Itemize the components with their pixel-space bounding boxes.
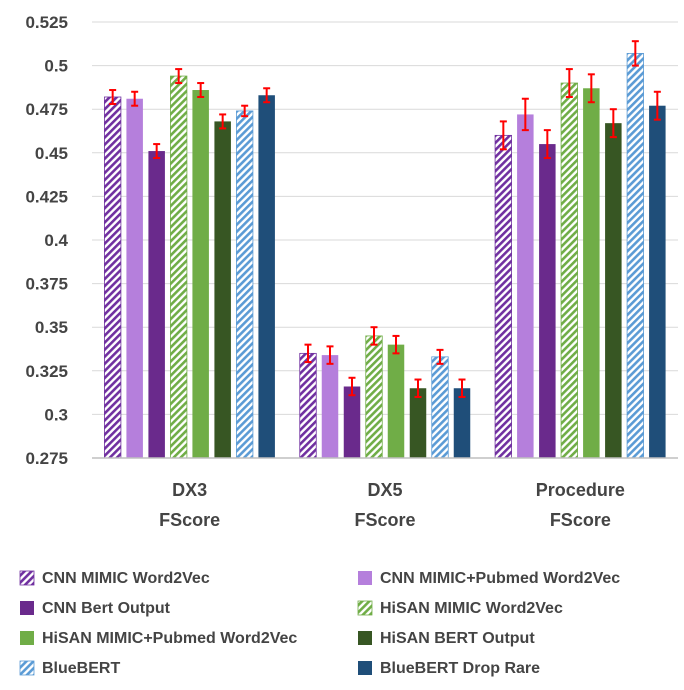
error-bar <box>348 376 356 397</box>
y-tick-label: 0.35 <box>35 318 68 337</box>
legend-item: HiSAN BERT Output <box>358 630 535 647</box>
error-bar <box>153 143 161 160</box>
error-bar <box>414 378 422 398</box>
error-bar <box>326 345 334 365</box>
y-tick-label: 0.475 <box>25 100 68 119</box>
error-bar <box>241 104 249 118</box>
bar-cnn-bert-output-1 <box>343 386 361 458</box>
bar-cnn-mimic-word2vec-0 <box>104 96 122 459</box>
legend-label: CNN MIMIC+Pubmed Word2Vec <box>380 570 620 587</box>
y-tick-label: 0.425 <box>25 187 68 206</box>
error-bar <box>653 90 661 121</box>
y-tick-label: 0.5 <box>44 57 68 76</box>
error-bar <box>392 334 400 355</box>
legend-swatch <box>358 571 372 585</box>
bar-hisan-mimic-pubmed-word2vec-0 <box>192 90 209 459</box>
bar-hisan-bert-output-1 <box>409 388 427 458</box>
legend-label: HiSAN MIMIC Word2Vec <box>380 600 563 617</box>
legend: CNN MIMIC Word2Vec CNN MIMIC+Pubmed Word2… <box>19 570 620 677</box>
legend-item: CNN MIMIC+Pubmed Word2Vec <box>358 570 620 587</box>
error-bar <box>175 68 183 85</box>
bar-cnn-bert-output-2 <box>539 144 556 458</box>
legend-item: HiSAN MIMIC Word2Vec <box>357 600 563 617</box>
x-category-label: Procedure <box>536 480 625 500</box>
bar-bluebert-0 <box>236 110 254 459</box>
error-bar <box>263 87 271 104</box>
error-bars <box>109 40 661 398</box>
legend-swatch <box>357 600 373 616</box>
legend-label: BlueBERT Drop Rare <box>380 660 540 677</box>
y-tick-label: 0.325 <box>25 362 68 381</box>
legend-swatch <box>20 601 34 615</box>
y-tick-label: 0.275 <box>25 449 68 468</box>
bar-bluebert-2 <box>626 52 644 459</box>
bar-bluebert-1 <box>431 356 449 459</box>
bar-cnn-bert-output-0 <box>148 151 165 458</box>
bar-cnn-mimic-word2vec-2 <box>494 134 512 459</box>
error-bar <box>197 82 205 98</box>
legend-label: CNN Bert Output <box>42 600 171 617</box>
grid-lines <box>92 21 678 415</box>
error-bar <box>543 129 551 160</box>
bar-cnn-mimic-pubmed-word2vec-2 <box>517 114 534 458</box>
legend-label: BlueBERT <box>42 660 120 677</box>
error-bar <box>436 348 444 365</box>
y-tick-label: 0.45 <box>35 144 68 163</box>
y-tick-label: 0.4 <box>44 231 68 250</box>
error-bar <box>219 113 227 130</box>
error-bar <box>109 89 117 105</box>
x-axis-categories: DX3 FScore DX5 FScore Procedure FScore <box>159 480 625 530</box>
x-category-label: FScore <box>159 510 220 530</box>
error-bar <box>521 97 529 132</box>
legend-label: CNN MIMIC Word2Vec <box>42 570 210 587</box>
y-tick-label: 0.3 <box>44 405 68 424</box>
bar-hisan-mimic-word2vec-1 <box>365 335 383 459</box>
legend-swatch <box>358 631 372 645</box>
error-bar <box>565 68 573 98</box>
bar-hisan-mimic-word2vec-2 <box>560 82 578 459</box>
x-category-label: DX3 <box>172 480 207 500</box>
error-bar <box>587 73 595 104</box>
bar-cnn-mimic-word2vec-1 <box>299 352 317 459</box>
x-category-label: DX5 <box>367 480 402 500</box>
bar-hisan-mimic-pubmed-word2vec-1 <box>387 344 405 458</box>
legend-label: HiSAN BERT Output <box>380 630 535 647</box>
error-bar <box>458 378 466 398</box>
legend-item: BlueBERT <box>19 660 120 677</box>
error-bar <box>499 120 507 151</box>
bars <box>104 52 666 459</box>
bar-cnn-mimic-pubmed-word2vec-1 <box>321 355 339 458</box>
legend-label: HiSAN MIMIC+Pubmed Word2Vec <box>42 630 297 647</box>
error-bar <box>131 90 139 107</box>
legend-item: CNN MIMIC Word2Vec <box>19 570 210 587</box>
legend-item: HiSAN MIMIC+Pubmed Word2Vec <box>20 630 297 647</box>
y-tick-label: 0.375 <box>25 275 68 294</box>
error-bar <box>631 40 639 67</box>
bar-hisan-bert-output-2 <box>605 123 622 458</box>
y-axis: 0.525 0.5 0.475 0.45 0.425 0.4 0.375 0.35 0.325 0… <box>25 13 68 468</box>
legend-swatch <box>20 631 34 645</box>
legend-item: CNN Bert Output <box>20 600 171 617</box>
y-tick-label: 0.525 <box>25 13 68 32</box>
bar-hisan-bert-output-0 <box>214 121 231 459</box>
x-category-label: FScore <box>550 510 611 530</box>
error-bar <box>370 326 378 346</box>
bar-bluebert-drop-rare-2 <box>649 105 666 458</box>
bar-cnn-mimic-pubmed-word2vec-0 <box>126 98 143 459</box>
legend-swatch <box>358 661 372 675</box>
bar-bluebert-drop-rare-1 <box>453 388 471 458</box>
legend-item: BlueBERT Drop Rare <box>358 660 540 677</box>
bar-bluebert-drop-rare-0 <box>258 95 275 459</box>
error-bar <box>304 343 312 364</box>
bar-hisan-mimic-word2vec-0 <box>170 75 188 459</box>
legend-swatch <box>19 660 35 676</box>
x-category-label: FScore <box>354 510 415 530</box>
bar-hisan-mimic-pubmed-word2vec-2 <box>583 88 600 458</box>
legend-swatch <box>19 570 35 586</box>
error-bar <box>609 108 617 139</box>
